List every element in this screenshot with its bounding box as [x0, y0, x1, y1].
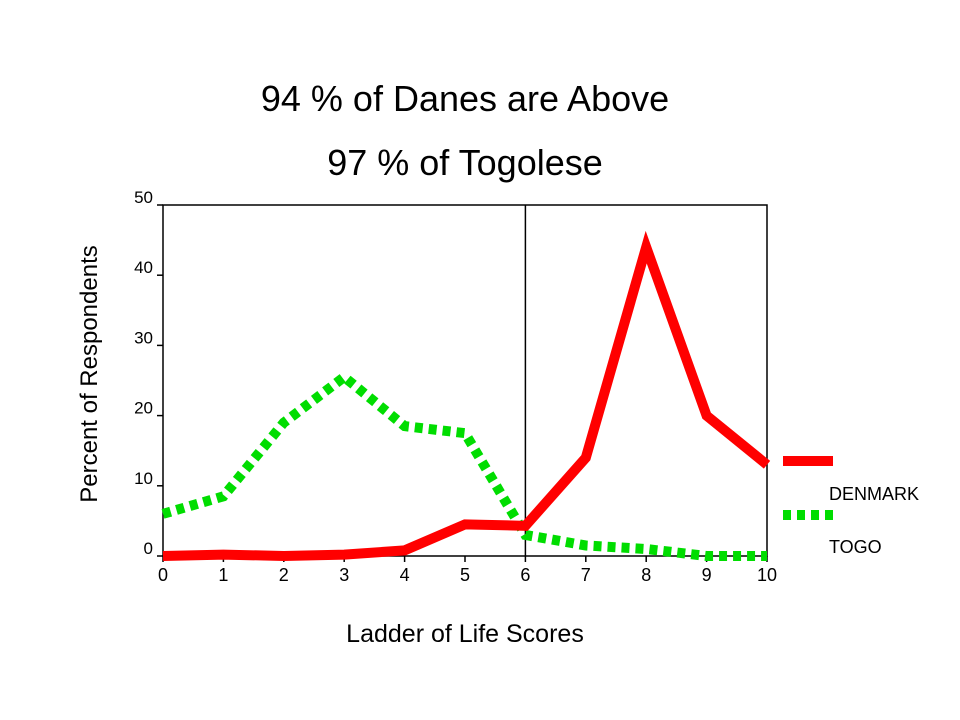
y-tick-label: 0 — [144, 539, 153, 558]
x-tick-label: 3 — [339, 565, 349, 585]
series-line-togo — [161, 370, 767, 561]
series-layer — [161, 230, 771, 562]
x-tick-label: 6 — [520, 565, 530, 585]
x-tick-label: 5 — [460, 565, 470, 585]
y-tick-label: 20 — [134, 399, 153, 418]
legend-label-togo: TOGO — [829, 537, 882, 557]
y-axis-ticks: 0 10 20 30 40 50 — [134, 188, 163, 558]
x-tick-label: 8 — [641, 565, 651, 585]
legend-label-denmark: DENMARK — [829, 484, 919, 504]
y-tick-label: 50 — [134, 188, 153, 207]
x-tick-label: 2 — [279, 565, 289, 585]
y-tick-label: 30 — [134, 328, 153, 347]
y-tick-label: 40 — [134, 258, 153, 277]
x-tick-label: 0 — [158, 565, 168, 585]
chart-title-line-1: 94 % of Danes are Above — [260, 78, 670, 119]
x-tick-label: 7 — [581, 565, 591, 585]
x-tick-label: 9 — [702, 565, 712, 585]
x-axis-ticks: 0 1 2 3 4 5 6 7 8 9 10 — [158, 556, 777, 585]
x-tick-label: 10 — [757, 565, 777, 585]
legend: DENMARK TOGO — [783, 456, 919, 557]
x-axis-label: Ladder of Life Scores — [346, 620, 584, 648]
y-tick-label: 10 — [134, 469, 153, 488]
y-axis-label: Percent of Respondents — [76, 245, 103, 503]
series-line-denmark — [162, 230, 771, 562]
plot-area-frame — [162, 204, 768, 557]
x-tick-label: 1 — [218, 565, 228, 585]
chart-title-line-2: 97 % of Togolese — [327, 142, 603, 183]
x-tick-label: 4 — [400, 565, 410, 585]
